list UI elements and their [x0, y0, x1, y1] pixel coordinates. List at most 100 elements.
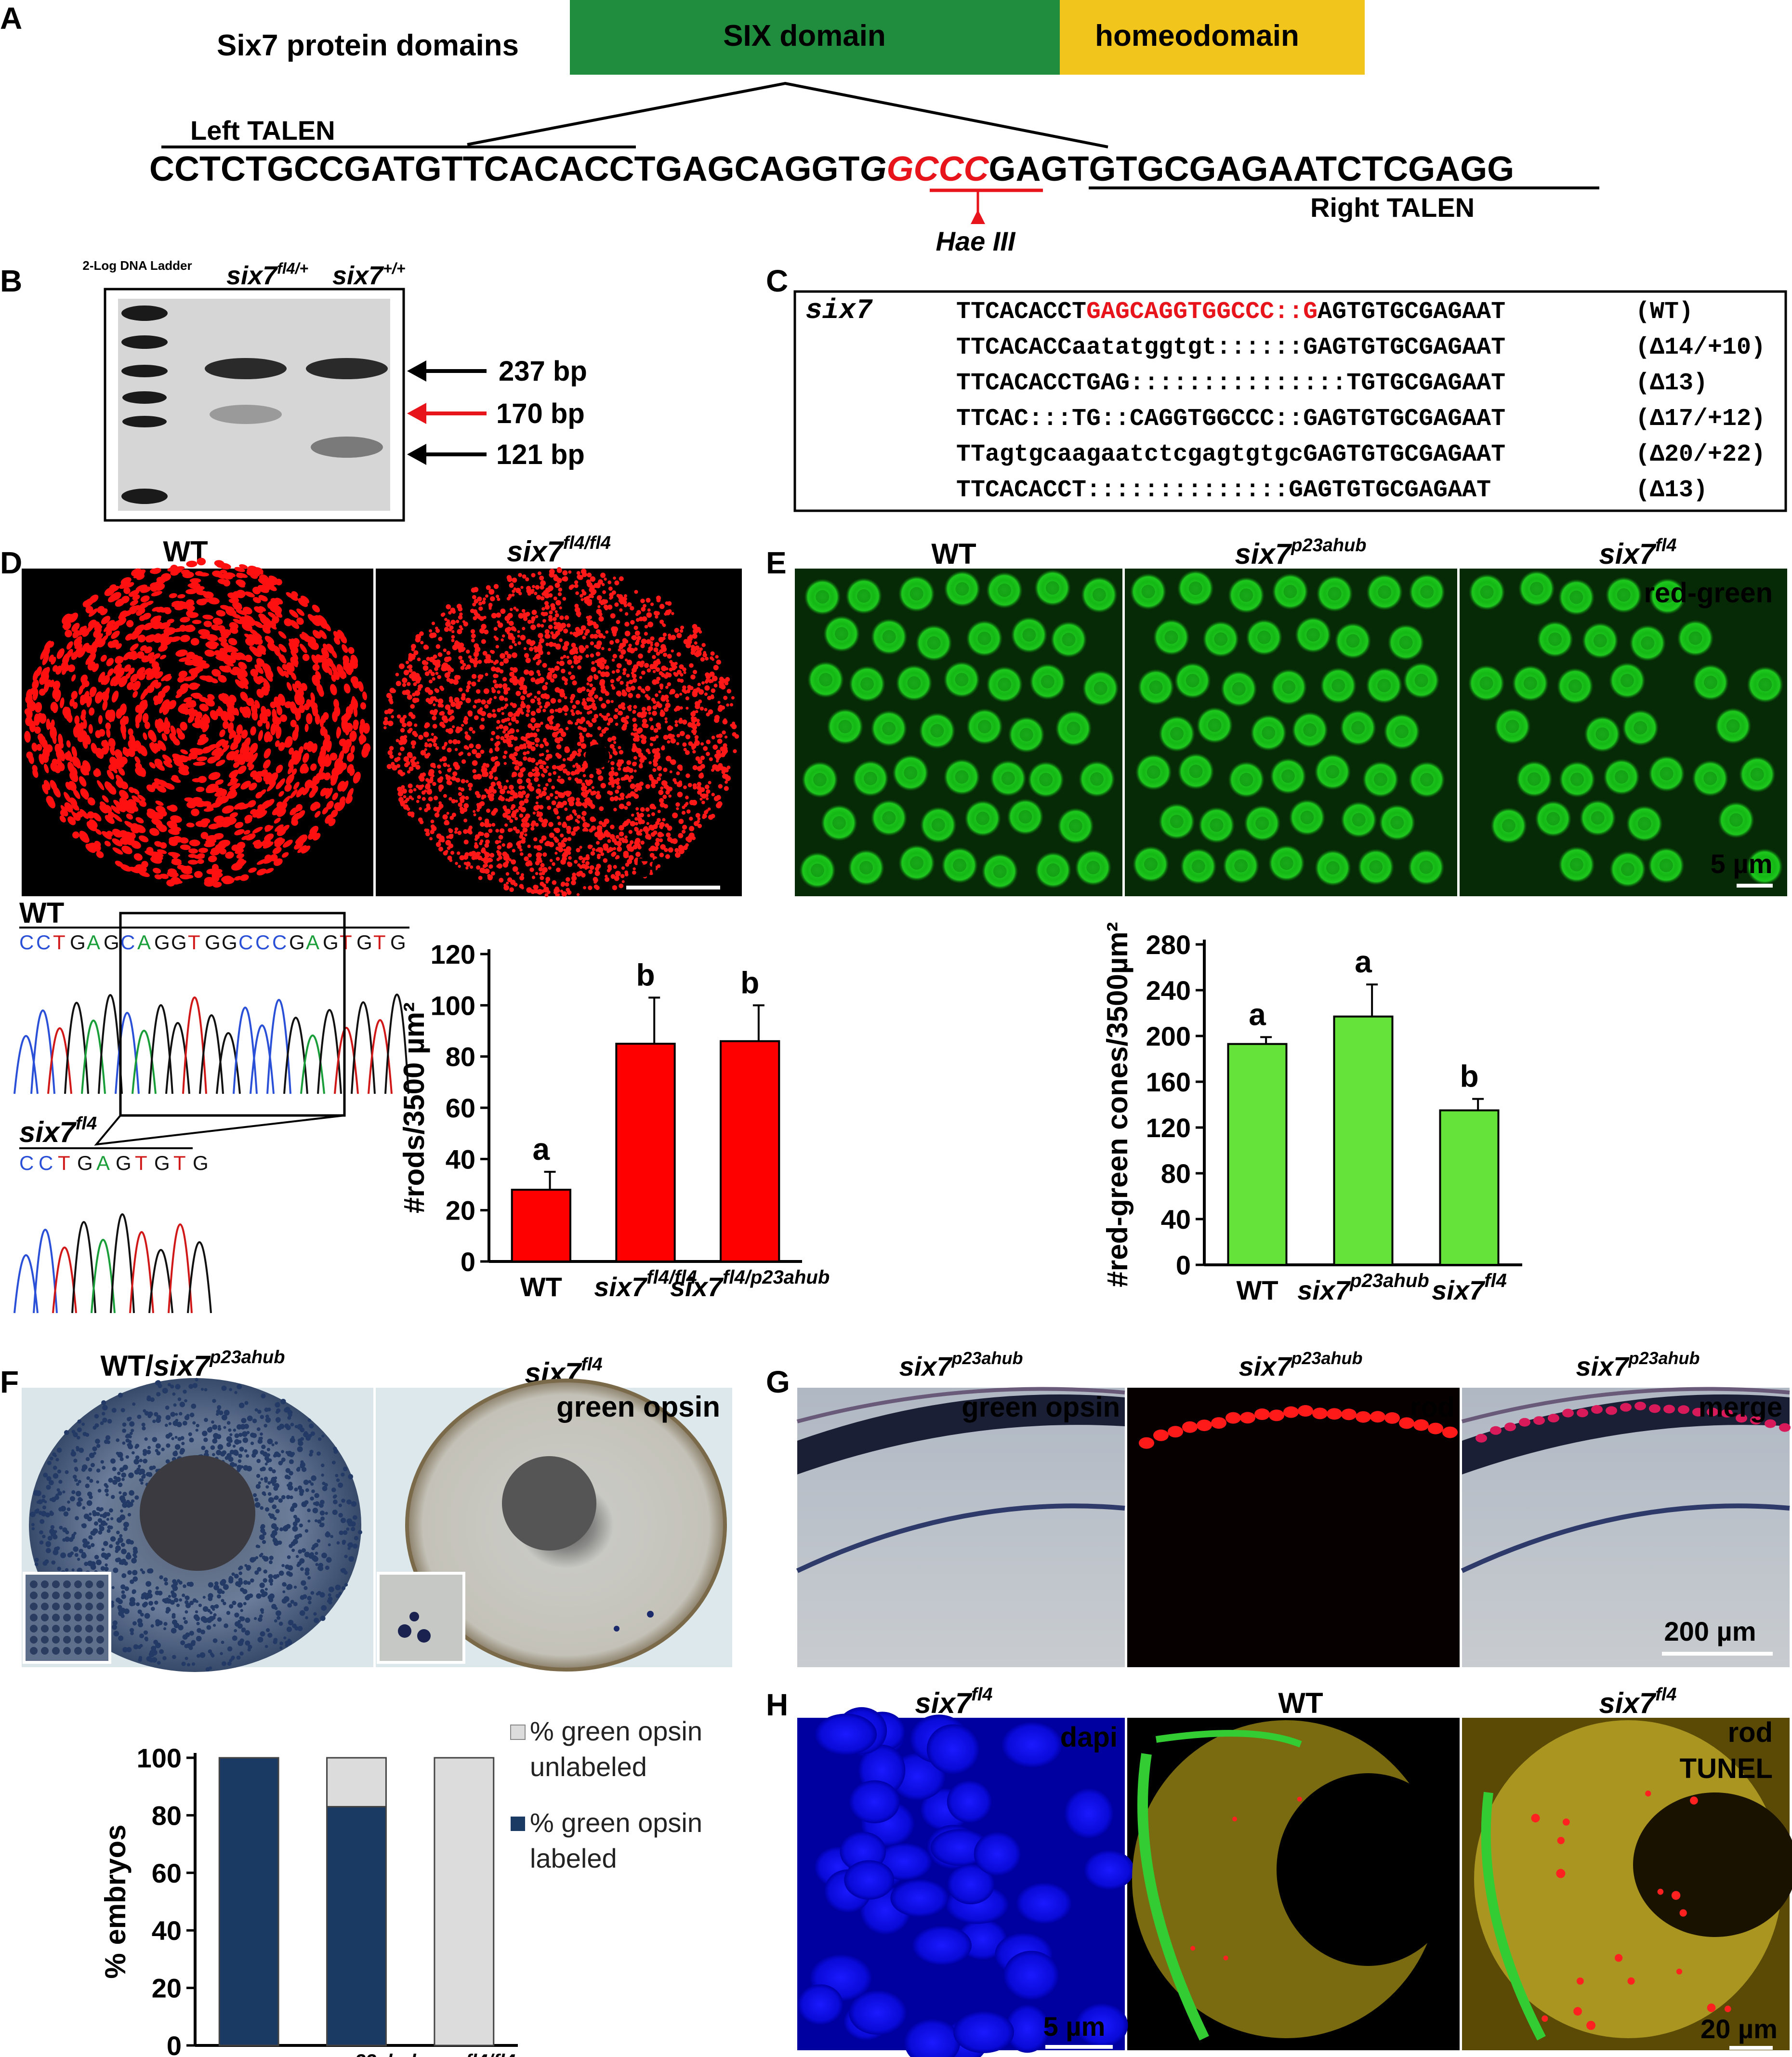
f-inset-dots	[30, 1580, 104, 1655]
alignment-row-tag: (Δ13)	[1635, 370, 1708, 397]
h-stain1-label: dapi	[1060, 1722, 1118, 1753]
panel-f: WT/six7p23ahub six7fl4 green opsin 02040…	[22, 1347, 732, 2057]
panel-e: WT six7p23ahub six7fl4 red-green 5 µm 0 4…	[795, 535, 1787, 1305]
base-call: G	[70, 931, 86, 954]
panel-letter-d: D	[0, 545, 22, 580]
red-green-cones-bar-chart: 0 40 80 120 160 200 240 280 a WT a six7p23ahub b six7…	[1101, 922, 1522, 1305]
bar	[1333, 1015, 1394, 1266]
homeodomain-box	[1060, 0, 1365, 75]
legend-labeled-label: % green opsin labeled	[530, 1807, 702, 1873]
h-scale1-label: 5 µm	[1043, 2011, 1106, 2042]
alignment-frame	[793, 290, 1787, 512]
panel-letter-f: F	[0, 1365, 19, 1399]
trace-mut-label: six7fl4	[19, 1114, 97, 1148]
base-call: G	[77, 1152, 93, 1174]
significance-letter: b	[1460, 1059, 1478, 1094]
ladder-label: 2-Log DNA Ladder	[82, 258, 192, 273]
band-237-label: 237 bp	[499, 356, 587, 387]
panel-a: Six7 protein domains SIX domain homeodom…	[149, 0, 1599, 256]
alignment-row-tag: (Δ20/+22)	[1635, 441, 1766, 468]
y-tick-label: 100	[137, 1743, 182, 1773]
y-tick-label: 240	[1146, 975, 1191, 1006]
e-scale-label: 5 µm	[1711, 849, 1773, 879]
g-stain2-label: rod	[1410, 1392, 1455, 1423]
e-img3-label: six7fl4	[1599, 535, 1676, 570]
base-call: A	[96, 1152, 110, 1174]
homeodomain-label: homeodomain	[1095, 19, 1299, 53]
g-img1-label: six7p23ahub	[899, 1348, 1023, 1381]
g-retina-layers	[796, 1387, 1791, 1573]
significance-letter: a	[1355, 944, 1372, 979]
h-stain-tunel-label: TUNEL	[1680, 1753, 1773, 1784]
y-tick-label: 0	[1176, 1250, 1191, 1280]
g-stain1-label: green opsin	[962, 1392, 1120, 1423]
bar	[434, 1757, 495, 2046]
alignment-row: TTCACACCTGAG:::::::::::::::TGTGCGAGAAT	[956, 370, 1505, 397]
bar	[1227, 1043, 1288, 1266]
base-call: T	[340, 931, 352, 954]
category-label: six7fl4	[1432, 1270, 1507, 1305]
significance-letter: b	[636, 957, 655, 992]
y-tick-label: 280	[1146, 929, 1191, 960]
category-label: WT	[520, 1272, 562, 1302]
alignment-row: TTagtgcaagaatctcgagtgtgcGAGTGTGCGAGAAT	[956, 441, 1505, 468]
base-call: G	[193, 1152, 209, 1174]
trace-zoom-box	[119, 912, 346, 1117]
category-label: six7p23ahub	[290, 2051, 422, 2057]
significance-letter: a	[1249, 997, 1266, 1032]
y-tick-label: 40	[1161, 1204, 1191, 1234]
base-call: C	[238, 931, 253, 954]
base-call: T	[373, 931, 386, 954]
bar	[218, 1757, 279, 2046]
f-fl4-dot	[647, 1611, 654, 1618]
arrowhead-170	[407, 403, 426, 424]
six-domain-label: SIX domain	[723, 19, 886, 53]
red-green-cones	[799, 570, 1784, 890]
f-fl4-dot2	[614, 1626, 619, 1632]
trace-zoom-lines	[94, 1115, 345, 1146]
panel-letter-b: B	[0, 264, 22, 298]
y-tick-label: 20	[446, 1195, 475, 1226]
alignment-row-tag: (Δ17/+12)	[1635, 405, 1766, 433]
legend-unlabeled-swatch	[510, 1725, 526, 1740]
base-call: G	[289, 931, 305, 954]
base-call: A	[306, 931, 319, 954]
base-call: G	[222, 931, 237, 954]
domain-zoom-lines	[467, 81, 1108, 148]
significance-letter: b	[740, 965, 759, 1000]
sample-bands	[205, 358, 388, 458]
rod-photoreceptors-wt	[24, 557, 371, 888]
base-call: T	[135, 1152, 147, 1174]
y-tick-label: 60	[446, 1093, 475, 1123]
f-inset-fl4-dot3	[409, 1612, 419, 1621]
d-scale-label: 50 µm	[636, 852, 713, 883]
h-stain-rod-label: rod	[1728, 1717, 1773, 1748]
category-label: WT	[1236, 1275, 1278, 1305]
base-call: T	[58, 1152, 70, 1174]
f-inset-fl4	[377, 1572, 465, 1664]
y-tick-label: 120	[431, 939, 475, 969]
category-label: six7fl4/fl4	[413, 2051, 515, 2057]
gene-label: six7	[805, 295, 873, 327]
y-axis-label: #rods/3500 µm²	[398, 1002, 430, 1213]
base-call: C	[39, 1152, 53, 1174]
base-call: G	[205, 931, 221, 954]
band-121-label: 121 bp	[496, 439, 585, 470]
y-tick-label: 120	[1146, 1113, 1191, 1143]
alignment-row: TTCAC:::TG::CAGGTGGCCC::GAGTGTGCGAGAAT	[956, 405, 1505, 433]
base-call: C	[120, 931, 135, 954]
legend-labeled-swatch	[511, 1817, 525, 1831]
y-axis-label: % embryos	[99, 1824, 132, 1978]
panel-letter-a: A	[0, 1, 22, 36]
base-call: A	[87, 931, 100, 954]
base-call: G	[154, 931, 170, 954]
f-inset-fl4-dot2	[417, 1629, 431, 1643]
base-call: G	[390, 931, 406, 954]
category-label: six7p23ahub	[1297, 1270, 1429, 1305]
base-call: A	[137, 931, 151, 954]
ladder-bands	[121, 305, 168, 504]
h-img2-label: WT	[1278, 1687, 1323, 1719]
panel-letter-c: C	[766, 264, 788, 298]
